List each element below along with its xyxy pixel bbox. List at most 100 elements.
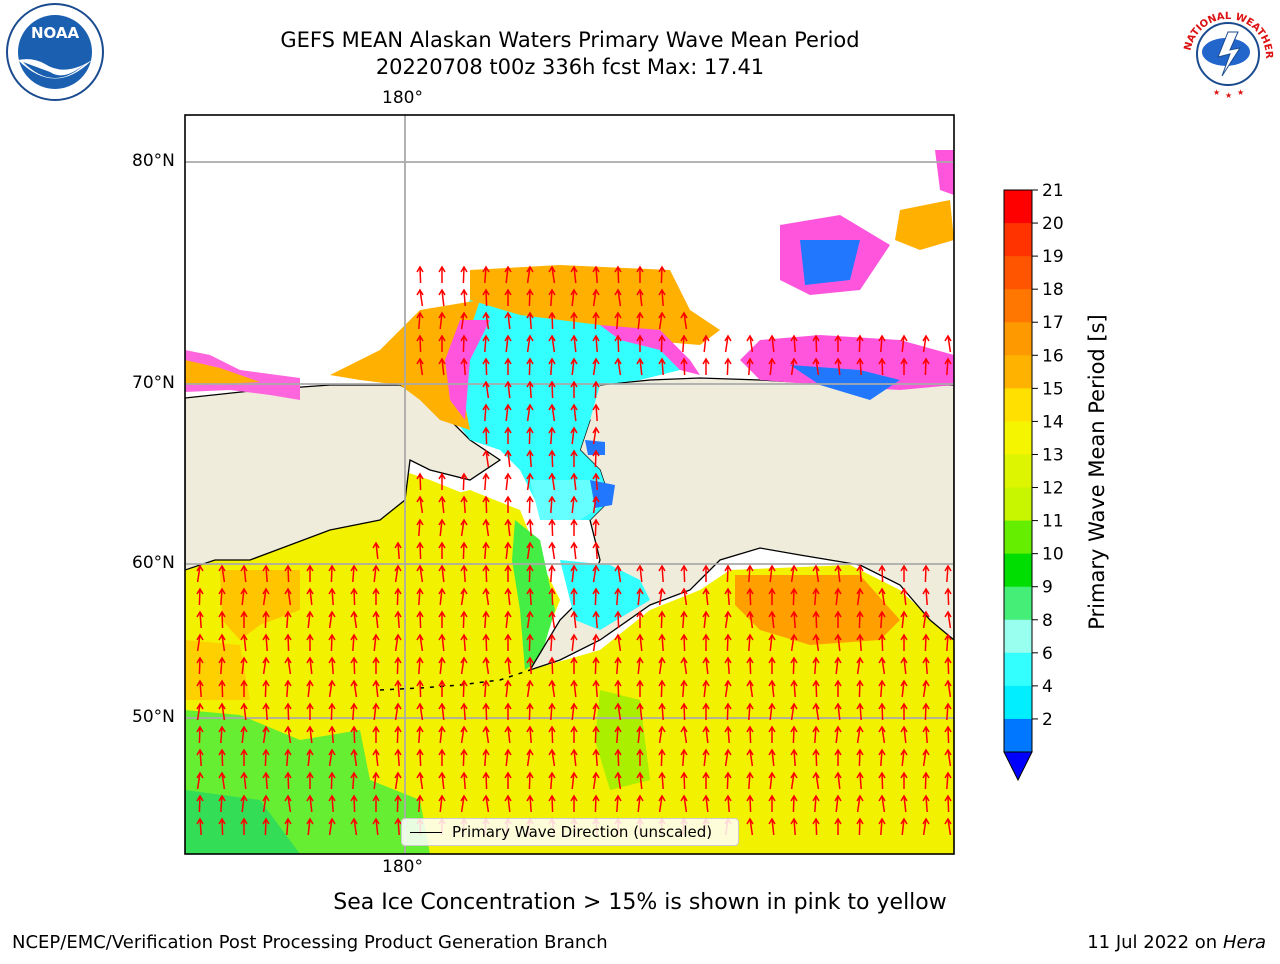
wave-direction-arrow	[416, 495, 424, 514]
ice-pink-strip	[600, 325, 700, 375]
wave-direction-arrow	[680, 357, 688, 376]
wave-direction-arrow	[878, 748, 886, 767]
colorbar-segment	[1004, 421, 1032, 455]
wave-direction-arrow	[856, 564, 864, 583]
wave-direction-arrow	[240, 564, 248, 583]
wave-direction-arrow	[482, 610, 490, 629]
colorbar-tick-label: 13	[1042, 445, 1064, 465]
wave-direction-arrow	[834, 817, 842, 835]
wave-direction-arrow	[482, 311, 490, 330]
wave-direction-arrow	[328, 679, 336, 698]
wave-direction-arrow	[482, 518, 490, 537]
wave-direction-arrow	[262, 564, 270, 583]
wave-direction-arrow	[702, 334, 710, 353]
wave-direction-arrow	[856, 334, 864, 353]
wave-direction-arrow	[504, 518, 512, 537]
noaa-logo: NOAA	[6, 3, 104, 101]
wave-direction-arrow	[548, 449, 556, 468]
wave-direction-arrow	[878, 794, 886, 813]
wave-direction-arrow	[746, 702, 754, 721]
wave-direction-arrow	[636, 656, 644, 675]
wave-direction-arrow	[328, 610, 336, 629]
wave-direction-arrow	[460, 518, 468, 537]
wave-direction-arrow	[636, 725, 644, 744]
wave-direction-arrow	[526, 771, 534, 790]
wave-direction-arrow	[394, 817, 402, 836]
wave-direction-arrow	[482, 564, 490, 583]
wave-direction-arrow	[438, 610, 446, 628]
wave-direction-arrow	[922, 587, 930, 606]
wave-direction-arrow	[834, 748, 842, 766]
colorbar-segment	[1004, 223, 1032, 257]
ice-north	[470, 265, 720, 345]
wave-direction-arrow	[350, 702, 358, 721]
wave-direction-arrow	[636, 587, 644, 606]
cyan-norton	[530, 480, 610, 520]
wave-direction-arrow	[900, 656, 908, 675]
wave-direction-arrow	[504, 426, 512, 444]
wave-direction-arrow	[218, 679, 226, 698]
wave-direction-arrow	[746, 679, 754, 698]
wave-direction-arrow	[504, 265, 512, 284]
wave-direction-arrow	[416, 725, 424, 744]
wave-direction-arrow	[328, 794, 336, 813]
colorbar-tick-label: 15	[1042, 379, 1064, 399]
wave-direction-arrow	[240, 725, 248, 744]
wave-direction-arrow	[856, 357, 864, 376]
colorbar-segment	[1004, 586, 1032, 621]
land-alaska-siberia	[185, 384, 502, 571]
wave-direction-arrow	[614, 656, 622, 675]
wave-direction-arrow	[922, 610, 930, 629]
wave-direction-arrow	[570, 794, 578, 812]
wave-direction-arrow	[240, 771, 248, 790]
wave-direction-arrow	[878, 679, 886, 698]
wave-direction-arrow	[812, 794, 820, 813]
wave-direction-arrow	[658, 311, 666, 330]
wave-direction-arrow	[504, 334, 512, 353]
wave-direction-arrow	[768, 702, 776, 721]
wave-direction-arrow	[460, 288, 468, 307]
wave-direction-arrow	[570, 633, 578, 652]
wave-direction-arrow	[768, 771, 776, 790]
wave-direction-arrow	[416, 265, 424, 284]
wave-direction-arrow	[570, 380, 578, 398]
wave-direction-arrow	[878, 702, 886, 721]
wave-direction-arrow	[614, 357, 622, 376]
wave-direction-arrow	[680, 794, 688, 813]
wave-direction-arrow	[526, 725, 534, 744]
wave-direction-arrow	[548, 656, 556, 675]
wave-direction-arrow	[240, 633, 248, 652]
colorbar-segment	[1004, 322, 1032, 356]
wave-direction-arrow	[614, 265, 622, 284]
wave-direction-arrow	[570, 587, 578, 605]
wave-direction-arrow	[328, 748, 336, 767]
wave-direction-arrow	[592, 426, 600, 445]
wave-direction-arrow	[570, 725, 578, 743]
wave-direction-arrow	[680, 725, 688, 744]
wave-direction-arrow	[416, 633, 424, 652]
wave-direction-arrow	[438, 679, 446, 697]
wave-direction-arrow	[504, 357, 512, 375]
map-legend: Primary Wave Direction (unscaled)	[401, 818, 739, 846]
wave-direction-arrow	[922, 725, 930, 744]
wave-direction-arrow	[768, 633, 776, 652]
wave-direction-arrow	[350, 656, 358, 675]
wave-direction-arrow	[768, 794, 776, 812]
wave-direction-arrow	[680, 587, 688, 606]
wave-direction-arrow	[658, 265, 666, 284]
wave-direction-arrow	[856, 748, 864, 767]
wave-direction-arrow	[504, 748, 512, 767]
wave-direction-arrow	[658, 587, 666, 606]
wave-direction-arrow	[658, 288, 666, 307]
wave-direction-arrow	[900, 702, 908, 720]
wave-direction-arrow	[504, 380, 512, 399]
wave-direction-arrow	[548, 495, 556, 514]
footer-date-text: 11 Jul 2022 on	[1087, 932, 1223, 953]
wave-direction-arrow	[790, 357, 798, 376]
wave-direction-arrow	[812, 702, 820, 721]
wave-direction-arrow	[746, 587, 754, 606]
wave-direction-arrow	[482, 472, 490, 491]
colorbar-tick-label: 20	[1042, 214, 1064, 234]
wave-direction-arrow	[438, 288, 446, 307]
